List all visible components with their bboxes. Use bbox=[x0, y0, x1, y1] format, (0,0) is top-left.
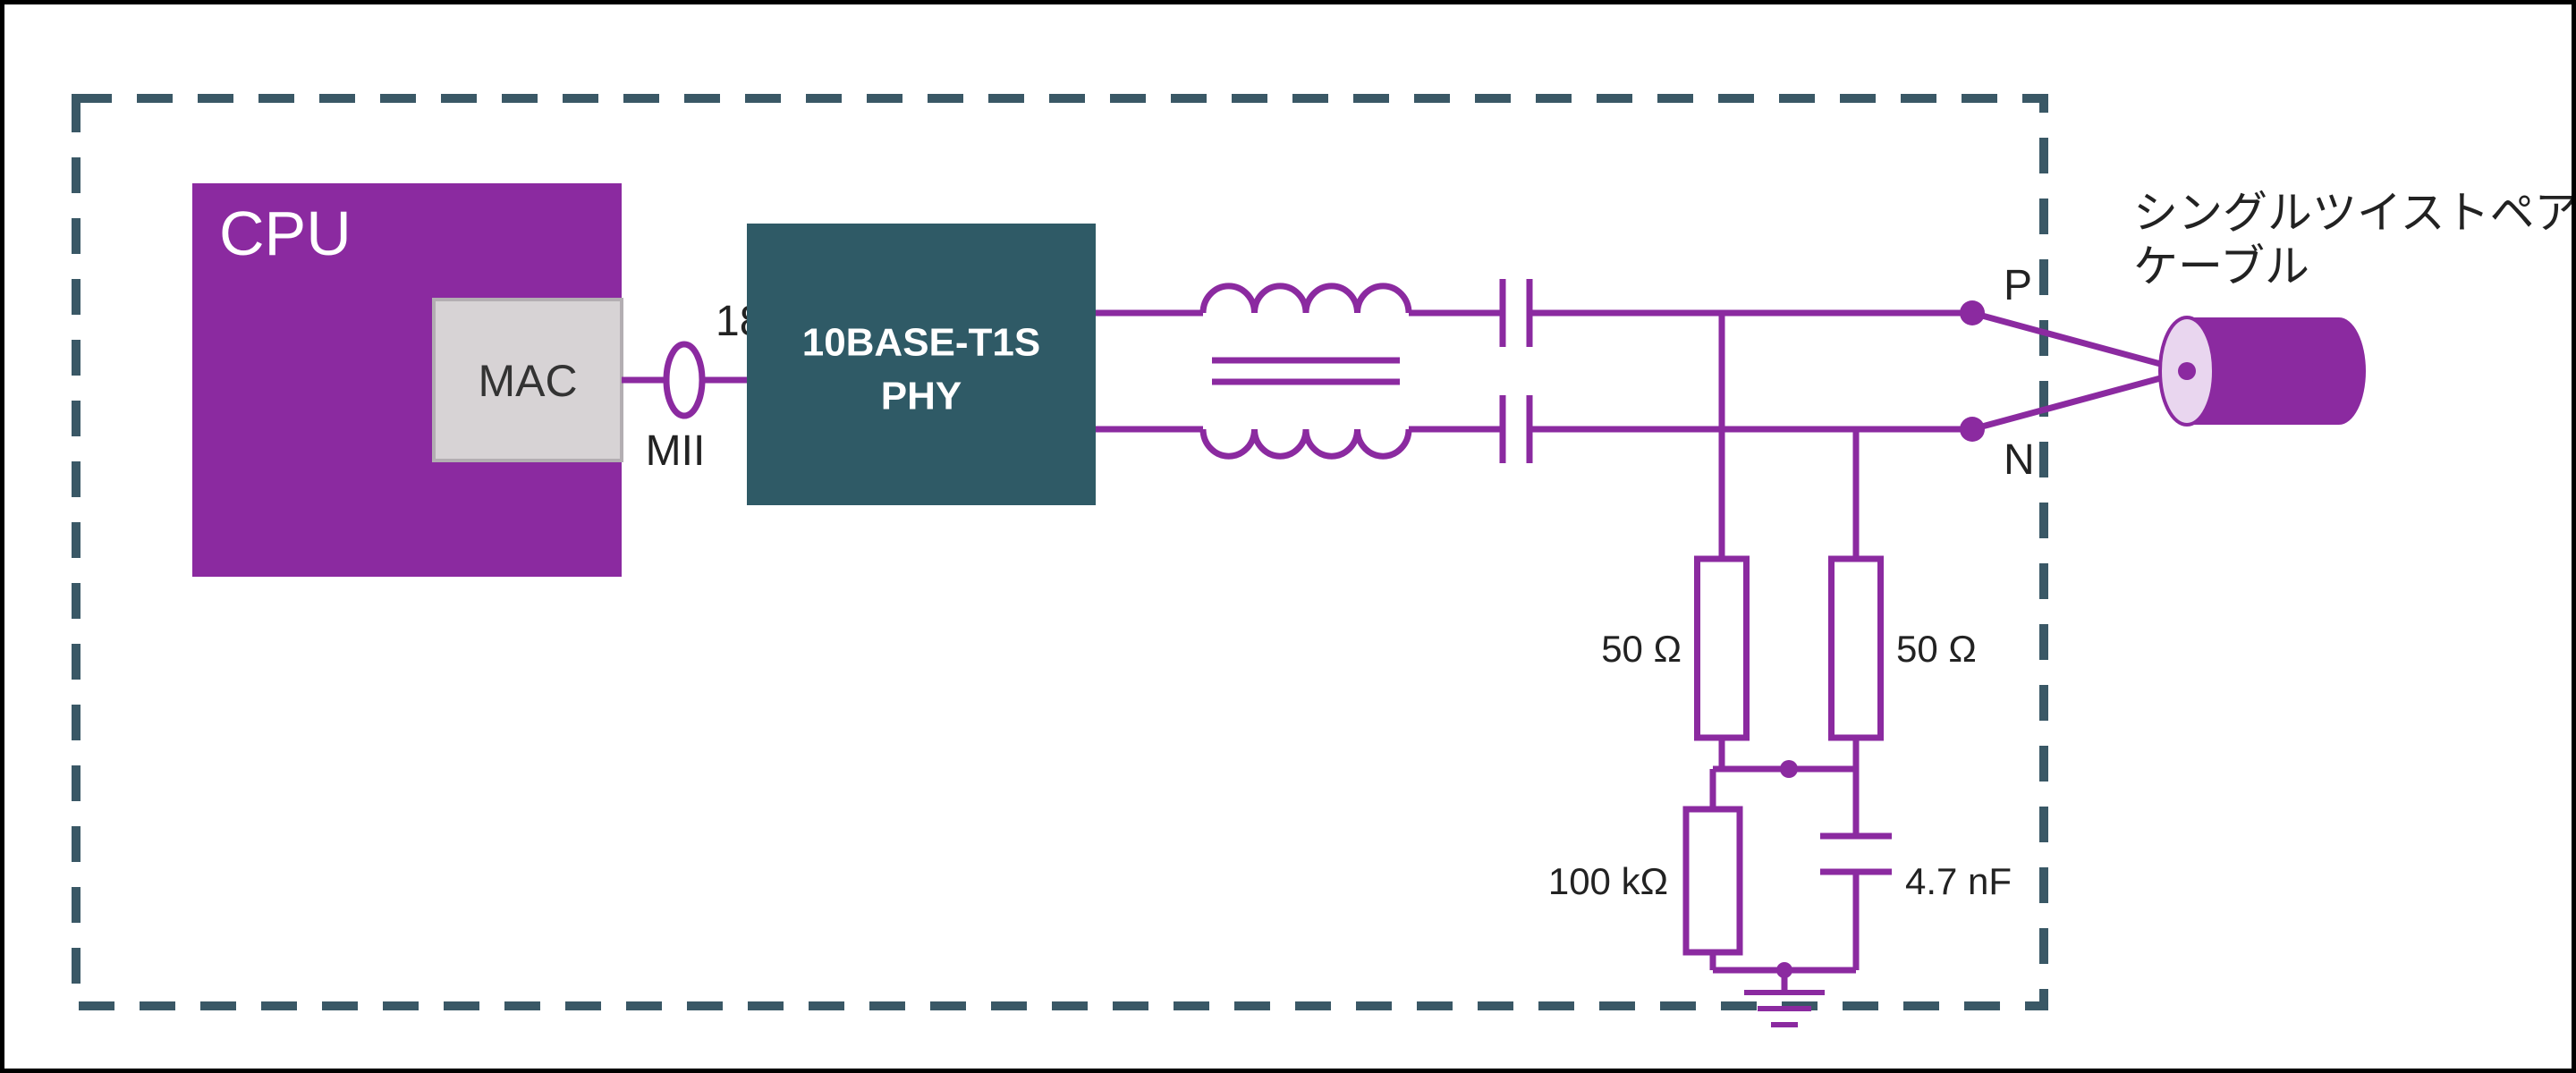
cable-label-line1: シングルツイストペア bbox=[2133, 188, 2572, 238]
r50a-label: 50 Ω bbox=[1601, 628, 1682, 670]
cable-core-dot bbox=[2178, 362, 2196, 380]
mac-label: MAC bbox=[478, 356, 577, 406]
p-label: P bbox=[2004, 262, 2032, 309]
cable-end-right bbox=[2312, 317, 2366, 425]
transformer-coil-top bbox=[1203, 286, 1409, 313]
c47-label: 4.7 nF bbox=[1905, 860, 2012, 902]
cable-label-line2: ケーブル bbox=[2133, 241, 2309, 291]
transformer-coil-bot bbox=[1203, 429, 1409, 456]
r100k-label: 100 kΩ bbox=[1548, 860, 1668, 902]
r50b-label: 50 Ω bbox=[1896, 628, 1977, 670]
phy-label-line2: PHY bbox=[881, 375, 962, 418]
resistor-100k bbox=[1686, 809, 1740, 952]
resistor-50-b bbox=[1832, 559, 1881, 738]
mii-bus-icon bbox=[666, 344, 702, 416]
circuit-svg: CPUMAC18MII10BASE-T1SPHY50 Ω50 Ω100 kΩ4.… bbox=[4, 4, 2572, 1069]
resistor-50-a bbox=[1698, 559, 1747, 738]
mii-label: MII bbox=[646, 427, 706, 475]
n-label: N bbox=[2004, 436, 2035, 484]
wire-p-to-cable bbox=[1972, 313, 2187, 371]
phy-label-line1: 10BASE-T1S bbox=[802, 321, 1041, 365]
phy-block bbox=[747, 224, 1096, 505]
wire-n-to-cable bbox=[1972, 371, 2187, 429]
cpu-label: CPU bbox=[219, 199, 352, 268]
diagram-frame: CPUMAC18MII10BASE-T1SPHY50 Ω50 Ω100 kΩ4.… bbox=[0, 0, 2576, 1073]
